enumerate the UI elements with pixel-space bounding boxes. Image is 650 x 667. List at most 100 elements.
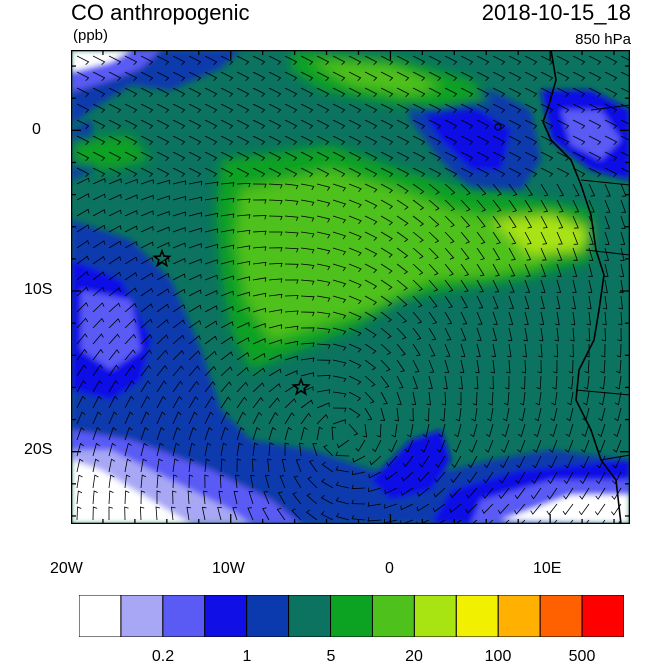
wind-barb [300, 295, 315, 301]
wind-barb [140, 458, 147, 473]
wind-barb [564, 439, 574, 453]
wind-barb [348, 199, 362, 209]
wind-barb [156, 179, 170, 185]
wind-barb [412, 295, 423, 308]
wind-barb [292, 492, 302, 505]
wind-barb [156, 334, 169, 345]
wind-barb [108, 442, 116, 457]
wind-barb [252, 458, 257, 473]
wind-barb [316, 359, 331, 365]
wind-barb [92, 380, 103, 393]
wind-barb [235, 474, 240, 489]
wind-barb [348, 295, 362, 305]
wind-barb [108, 349, 120, 361]
wind-barb [188, 458, 195, 473]
wind-barb [476, 231, 486, 245]
wind-barb [443, 375, 448, 390]
wind-barb [394, 407, 399, 422]
wind-barb [188, 212, 203, 217]
wind-barb [428, 135, 442, 145]
wind-barb [217, 506, 222, 521]
wind-barb [108, 71, 122, 81]
wind-barb [348, 215, 362, 225]
wind-barb [76, 458, 84, 473]
wind-barb [620, 71, 630, 81]
wind-barb [444, 263, 454, 276]
wind-barb [476, 167, 490, 177]
wind-barb [424, 407, 430, 422]
wind-barb [124, 442, 132, 457]
wind-barb [204, 167, 218, 177]
wind-barb [460, 55, 474, 65]
wind-barb [124, 490, 130, 505]
wind-barb [538, 343, 543, 358]
wind-barb [316, 167, 330, 177]
wind-barb [600, 343, 606, 358]
wind-barb [124, 333, 137, 345]
wind-barb [124, 506, 129, 521]
wind-barb [396, 263, 408, 275]
wind-barb [508, 183, 518, 197]
wind-barb [364, 183, 378, 193]
wind-barb [284, 151, 298, 161]
wind-barb [295, 459, 302, 473]
wind-barb [332, 343, 347, 351]
wind-barb [284, 135, 298, 145]
wind-barb [620, 119, 630, 129]
wind-barb [401, 471, 414, 482]
wind-barb [380, 231, 393, 242]
wind-barb [506, 343, 512, 358]
wind-barb [300, 87, 314, 97]
wind-barb [252, 442, 259, 457]
wind-barb [412, 215, 424, 227]
wind-barb [140, 272, 154, 281]
wind-barb [336, 439, 350, 449]
wind-barb [444, 119, 458, 129]
wind-barb [300, 399, 314, 409]
lon-label-10e: 10E [533, 560, 562, 577]
wind-barb [488, 391, 494, 406]
colorbar-label-500: 500 [568, 648, 596, 665]
wind-barb [284, 119, 298, 129]
wind-barb [92, 71, 106, 81]
wind-barb [348, 119, 362, 129]
wind-barb [172, 151, 186, 161]
wind-barb [299, 442, 304, 457]
wind-barb [487, 407, 494, 422]
wind-barb [92, 506, 98, 521]
wind-barb [236, 119, 250, 129]
wind-barb [380, 55, 394, 65]
wind-barb [619, 279, 624, 294]
wind-barb [500, 439, 510, 453]
wind-barb [364, 87, 378, 97]
wind-barb [380, 359, 391, 372]
wind-barb [364, 55, 378, 65]
wind-barb [250, 474, 255, 489]
co-concentration-map [71, 50, 630, 524]
wind-barb [467, 455, 478, 469]
wind-barb [540, 183, 549, 197]
wind-barb [428, 279, 439, 292]
wind-barb [332, 167, 346, 177]
wind-barb [460, 263, 470, 277]
wind-barb [460, 71, 474, 81]
wind-barb [616, 359, 622, 374]
wind-barb [92, 55, 106, 65]
wind-barb [76, 208, 90, 217]
wind-barb [268, 354, 282, 361]
wind-barb [396, 71, 410, 81]
wind-barb [396, 295, 408, 307]
wind-barb [76, 333, 88, 345]
wind-barb [76, 317, 89, 329]
wind-barb [220, 442, 228, 457]
lon-label-20w: 20W [50, 560, 83, 577]
wind-barb [300, 151, 314, 161]
wind-barb [268, 324, 283, 329]
wind-barb [412, 103, 426, 113]
wind-barb [220, 182, 235, 187]
wind-barb [316, 119, 330, 129]
wind-barb [108, 151, 122, 161]
wind-barb [332, 419, 346, 425]
wind-barb [236, 245, 251, 250]
wind-barb [348, 263, 362, 273]
